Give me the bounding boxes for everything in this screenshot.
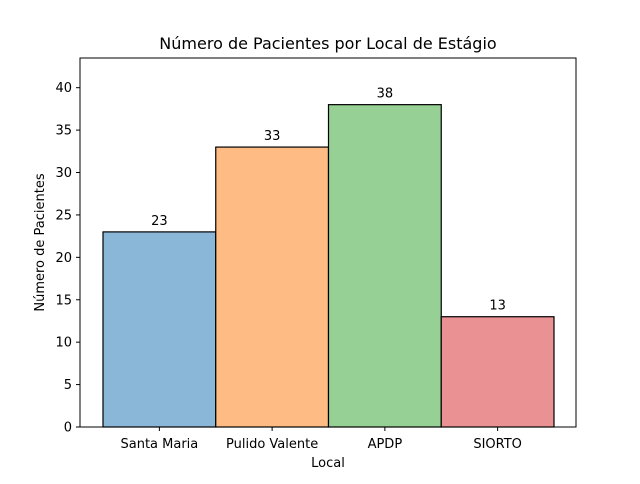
data-label: 23: [151, 214, 168, 229]
data-label: 13: [489, 299, 506, 314]
x-axis: Santa Maria Pulido Valente APDP SIORTO: [120, 427, 522, 452]
bar-pulido-valente: [215, 146, 330, 428]
y-tick-label: 15: [55, 293, 72, 308]
bar-santa-maria: [102, 231, 217, 428]
y-tick-label: 35: [55, 124, 72, 139]
data-labels-layer: 23 33 38 13: [151, 87, 506, 314]
x-tick-label: Santa Maria: [120, 437, 198, 452]
y-tick-label: 40: [55, 81, 72, 96]
y-tick-label: 20: [55, 251, 72, 266]
y-tick-label: 10: [55, 336, 72, 351]
y-tick-label: 0: [64, 421, 72, 436]
plot-frame: [79, 57, 577, 428]
bar-siorto: [440, 316, 555, 428]
bars-layer: [102, 104, 555, 428]
chart-title: Número de Pacientes por Local de Estágio: [159, 34, 496, 53]
y-axis: 0 5 10 15 20 25 30 35 40: [55, 81, 80, 436]
x-axis-label: Local: [311, 456, 345, 471]
y-tick-label: 30: [55, 166, 72, 181]
y-tick-label: 5: [64, 378, 72, 393]
bar-apdp: [327, 104, 442, 428]
y-tick-label: 25: [55, 208, 72, 223]
y-axis-label: Número de Pacientes: [33, 173, 48, 311]
data-label: 38: [377, 87, 394, 102]
x-tick-label: APDP: [368, 437, 403, 452]
data-label: 33: [264, 129, 281, 144]
x-tick-label: Pulido Valente: [226, 437, 318, 452]
x-tick-label: SIORTO: [473, 437, 522, 452]
